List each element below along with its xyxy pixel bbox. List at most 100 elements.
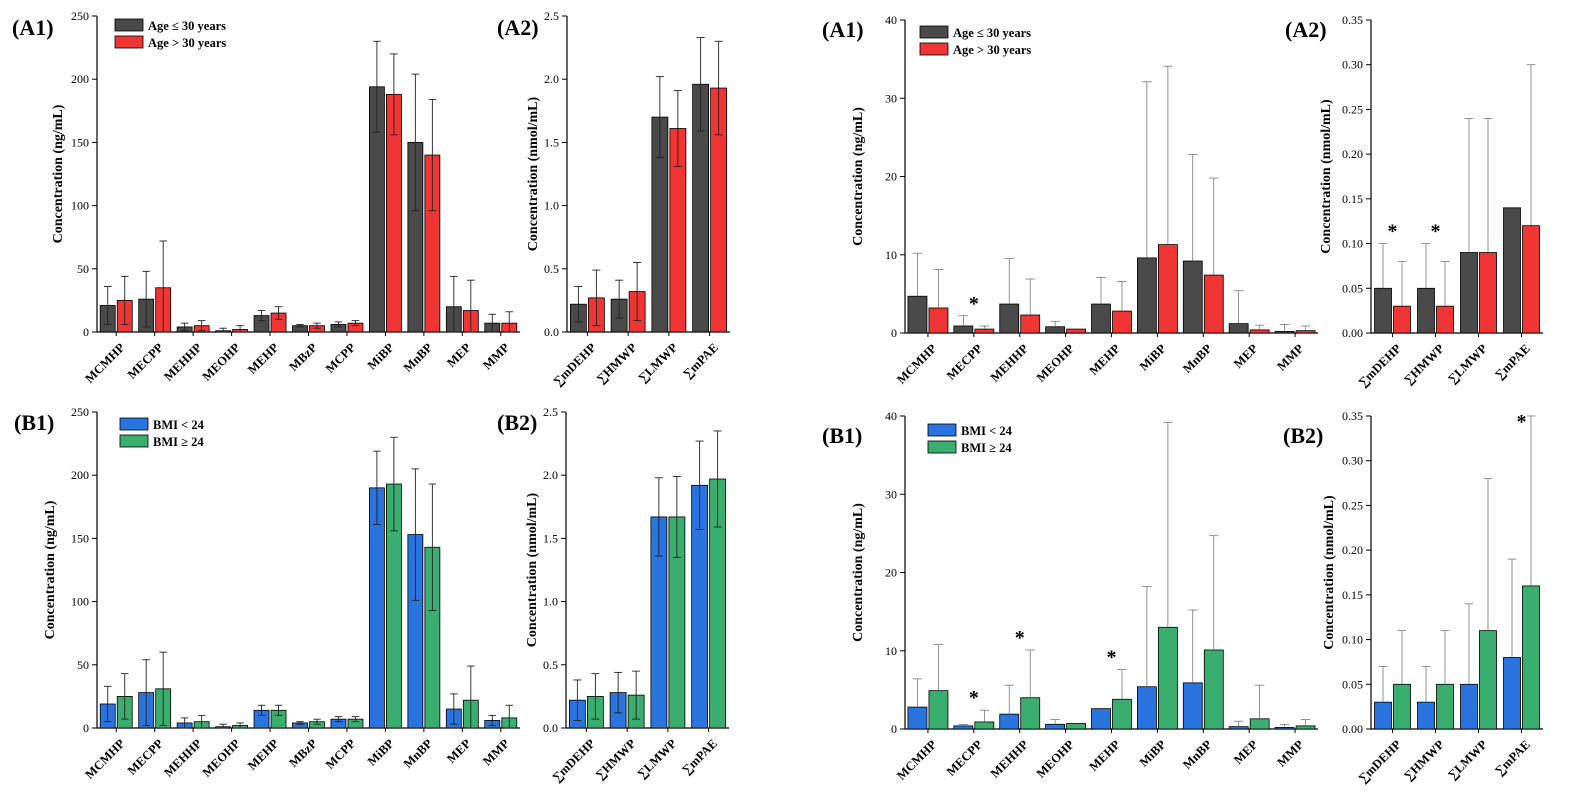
right-A1-y-tick-label: 40	[885, 13, 897, 27]
left-A2-y-tick-label: 0.0	[544, 325, 559, 339]
left-A1-y-tick-label: 0	[83, 325, 89, 339]
left-B1-legend-label-bmi-lt-24: BMI < 24	[153, 418, 205, 432]
right-B2-y-axis-label: Concentration (nmol/mL)	[1322, 495, 1337, 650]
right-B1-y-tick-label: 40	[885, 409, 897, 423]
right-A1-significance-star: *	[969, 293, 979, 315]
right-A2-y-axis-label: Concentration (nmol/mL)	[1319, 99, 1334, 254]
left-B2-y-axis-label: Concentration (nmol/mL)	[525, 492, 540, 647]
right-A2-y-tick-label: 0.05	[1342, 281, 1363, 295]
right-A1-legend-swatch-age-gt-30-years	[919, 42, 949, 56]
right-A2-y-tick-label: 0.25	[1342, 102, 1363, 116]
right-A2-y-tick-label: 0.15	[1342, 192, 1363, 206]
right-B1-bar-bmi-lt-24-mehp	[1091, 708, 1111, 730]
panel-right-a2: (A2) Concentration (nmol/mL) 0.00 0.05 0.10 0…	[1285, 13, 1543, 390]
right-B1-bar-bmi-lt-24-mep	[1228, 726, 1249, 730]
right-A1-bar-age-le-30-years-mehp	[1091, 303, 1111, 334]
right-A1-panel-label: (A1)	[822, 17, 864, 42]
right-A2-y-tick-label: 0.10	[1342, 237, 1363, 251]
right-A1-bar-age-gt-30-years-mehhp	[1020, 314, 1041, 334]
right-A1-bar-age-gt-30-years-mnbp	[1203, 274, 1224, 334]
right-B1-bar-bmi-lt-24-mibp	[1136, 686, 1157, 730]
right-A1-y-tick-label: 0	[891, 326, 897, 340]
left-A2-y-tick-label: 2.0	[544, 72, 559, 86]
right-B1-bar-bmi-ge-24-mmp	[1295, 725, 1316, 730]
right-A2-bar-age-gt-30-years-sum-mdehp	[1393, 305, 1411, 334]
left-B1-y-tick-label: 250	[71, 405, 89, 419]
right-B2-panel-label: (B2)	[1283, 423, 1323, 448]
right-B1-y-axis-label: Concentration (ng/mL)	[851, 503, 866, 642]
left-B1-legend-label-bmi-ge-24: BMI ≥ 24	[153, 435, 204, 449]
left-B1-y-tick-label: 0	[83, 721, 89, 735]
right-A2-significance-star: *	[1431, 221, 1441, 243]
right-A1-bar-age-le-30-years-mehhp	[999, 303, 1020, 334]
right-B2-y-tick-label: 0.10	[1342, 633, 1363, 647]
right-A1-bar-age-gt-30-years-mcmhp	[928, 307, 949, 334]
left-B1-panel-label: (B1)	[14, 410, 54, 435]
left-A2-y-tick-label: 2.5	[544, 9, 559, 23]
left-B2-y-tick-label: 1.5	[543, 531, 558, 545]
right-B2-bar-bmi-lt-24-sum-hmwp	[1417, 701, 1435, 730]
right-B2-bar-bmi-ge-24-sum-mpae	[1522, 585, 1540, 730]
left-A1-y-tick-label: 50	[77, 262, 89, 276]
left-B2-y-tick-label: 0.5	[543, 658, 558, 672]
right-B1-bar-bmi-lt-24-mnbp	[1182, 682, 1203, 730]
left-B1-legend-swatch-bmi-ge-24	[119, 434, 149, 448]
right-B1-bar-bmi-ge-24-mecpp	[974, 721, 995, 730]
right-A1-bar-age-le-30-years-meohp	[1045, 326, 1066, 334]
right-A2-y-tick-label: 0.20	[1342, 147, 1363, 161]
left-A1-y-tick-label: 200	[71, 72, 89, 86]
right-B2-y-tick-label: 0.00	[1342, 722, 1363, 736]
right-B1-y-tick-label: 0	[891, 722, 897, 736]
left-A1-legend-swatch-age-gt-30-years	[114, 35, 144, 49]
left-B1-legend-swatch-bmi-lt-24	[119, 417, 149, 431]
right-A2-bar-age-gt-30-years-sum-mpae	[1522, 225, 1540, 334]
right-A1-bar-age-gt-30-years-meohp	[1066, 328, 1087, 334]
right-B1-significance-star: *	[1107, 647, 1117, 669]
left-A2-y-tick-label: 1.0	[544, 199, 559, 213]
left-A2-y-tick-label: 1.5	[544, 135, 559, 149]
right-B2-bar-bmi-ge-24-sum-lmwp	[1479, 630, 1497, 730]
right-B1-bar-bmi-lt-24-mmp	[1274, 727, 1295, 730]
left-B1-y-tick-label: 200	[71, 468, 89, 482]
right-A1-bar-age-le-30-years-mnbp	[1182, 260, 1203, 334]
right-A1-bar-age-gt-30-years-mecpp	[974, 328, 995, 334]
right-A1-legend-label-age-gt-30-years: Age > 30 years	[953, 43, 1031, 57]
right-B1-bar-bmi-lt-24-mcmhp	[907, 706, 928, 730]
right-B1-bar-bmi-lt-24-meohp	[1045, 723, 1066, 730]
right-A2-bar-age-le-30-years-sum-hmwp	[1417, 287, 1435, 334]
left-B2-y-tick-label: 2.0	[543, 468, 558, 482]
right-B1-legend-swatch-bmi-lt-24	[927, 423, 957, 437]
right-A1-bar-age-gt-30-years-mibp	[1157, 244, 1178, 334]
right-B1-panel-label: (B1)	[822, 423, 862, 448]
right-B1-y-tick-label: 20	[885, 566, 897, 580]
left-A1-panel-label: (A1)	[12, 15, 54, 40]
right-A1-legend-swatch-age-le-30-years	[919, 25, 949, 39]
right-B1-bar-bmi-ge-24-mehhp	[1020, 697, 1041, 730]
right-B1-bar-bmi-ge-24-mcmhp	[928, 690, 949, 730]
left-A1-legend-label-age-le-30-years: Age ≤ 30 years	[148, 19, 226, 33]
right-B2-y-tick-label: 0.35	[1342, 409, 1363, 423]
right-B1-significance-star: *	[1015, 627, 1025, 649]
right-A2-y-tick-label: 0.35	[1342, 13, 1363, 27]
left-B1-y-tick-label: 50	[77, 658, 89, 672]
right-A1-bar-age-gt-30-years-mmp	[1295, 330, 1316, 334]
right-A1-bar-age-le-30-years-mep	[1228, 323, 1249, 334]
left-B1-y-axis-label: Concentration (ng/mL)	[43, 500, 58, 639]
right-A1-bar-age-gt-30-years-mehp	[1112, 310, 1132, 334]
right-B1-legend-label-bmi-lt-24: BMI < 24	[961, 424, 1013, 438]
left-A2-panel-label: (A2)	[497, 15, 539, 40]
right-B2-y-tick-label: 0.05	[1342, 677, 1363, 691]
right-B2-bar-bmi-ge-24-sum-hmwp	[1436, 683, 1454, 730]
right-A2-bar-age-gt-30-years-sum-hmwp	[1436, 305, 1454, 334]
right-A1-y-tick-label: 20	[885, 170, 897, 184]
right-B2-y-tick-label: 0.25	[1342, 498, 1363, 512]
right-B2-y-tick-label: 0.20	[1342, 543, 1363, 557]
right-B1-y-tick-label: 30	[885, 487, 897, 501]
left-A2-y-tick-label: 0.5	[544, 262, 559, 276]
left-A1-y-tick-label: 100	[71, 199, 89, 213]
right-A2-bar-age-gt-30-years-sum-lmwp	[1479, 252, 1497, 334]
right-A2-bar-age-le-30-years-sum-lmwp	[1460, 252, 1478, 334]
right-B1-significance-star: *	[969, 687, 979, 709]
right-B1-bar-bmi-ge-24-mnbp	[1203, 649, 1224, 730]
